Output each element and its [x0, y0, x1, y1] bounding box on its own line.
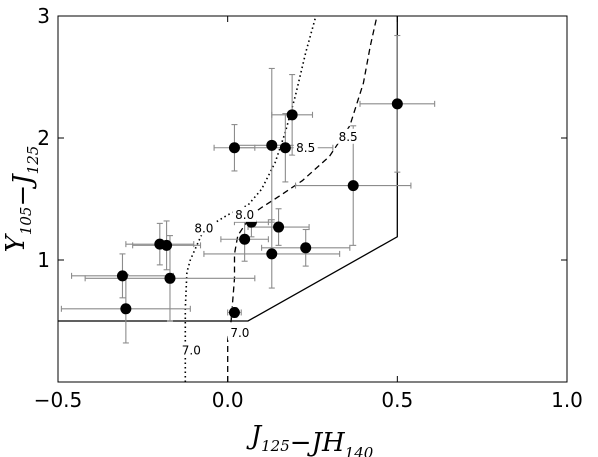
- data-point: [273, 221, 285, 233]
- data-point: [300, 242, 312, 254]
- y-tick-label: 1: [37, 248, 50, 272]
- data-point: [228, 306, 240, 318]
- track-label-bg: [293, 139, 318, 155]
- track-label-bg: [191, 220, 216, 236]
- data-point: [239, 233, 251, 245]
- y-tick-label: 3: [37, 4, 50, 28]
- x-tick-label: 0.0: [212, 388, 244, 412]
- data-point: [279, 142, 291, 154]
- track-label: 8.0: [194, 221, 213, 235]
- x-tick-label: 1.0: [551, 388, 583, 412]
- track-label-bg: [179, 342, 204, 358]
- track-labels: 7.0 8.0 8.5 7.0 8.0 8.5: [179, 128, 361, 358]
- data-point: [286, 109, 298, 121]
- plot-frame: [57, 15, 568, 383]
- x-tick-label: −0.5: [34, 388, 83, 412]
- track-label-bg: [336, 128, 361, 144]
- data-point: [228, 142, 240, 154]
- track-label: 7.0: [182, 343, 201, 357]
- y-tick-label: 2: [37, 126, 50, 150]
- selection-region: [58, 16, 398, 322]
- data-point: [391, 98, 403, 110]
- x-axis-label: J125−JH140: [246, 421, 374, 457]
- track-label: 8.0: [235, 208, 254, 222]
- axis-ticks: −0.5 0.0 0.5 1.0 1 2 3: [34, 4, 583, 412]
- track-line-dashed: [227, 16, 378, 382]
- data-point: [266, 248, 278, 260]
- y-axis-label: Y105−J125: [1, 146, 42, 253]
- track-label: 8.5: [296, 141, 315, 155]
- data-point: [120, 303, 132, 315]
- data-point: [164, 272, 176, 284]
- model-tracks: [184, 16, 378, 382]
- data-point: [116, 270, 128, 282]
- x-tick-label: 0.5: [381, 388, 413, 412]
- selection-boundary: [58, 16, 398, 322]
- track-label: 8.5: [339, 130, 358, 144]
- error-bars: [60, 34, 436, 344]
- data-point: [266, 139, 278, 151]
- track-label: 7.0: [230, 326, 249, 340]
- data-point: [161, 239, 173, 251]
- track-label-bg: [227, 325, 252, 341]
- data-points: [116, 98, 403, 318]
- data-point: [347, 180, 359, 192]
- track-label-bg: [232, 206, 257, 222]
